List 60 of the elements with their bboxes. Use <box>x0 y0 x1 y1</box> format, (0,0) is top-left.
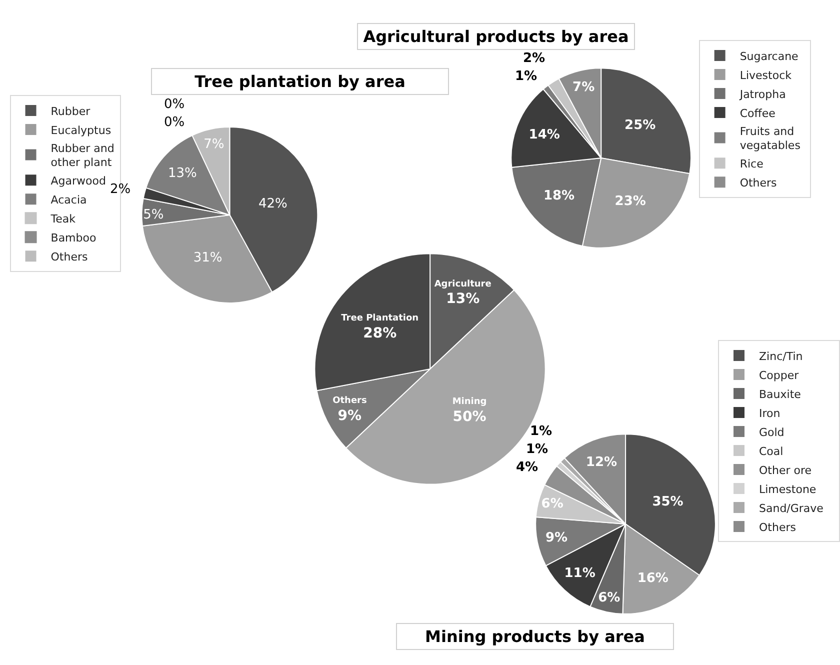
slice-label: Others <box>332 396 367 406</box>
legend-label: Jatropha <box>738 88 790 101</box>
legend-label: Rice <box>740 157 767 170</box>
data-label: 13% <box>168 166 197 181</box>
legend-label: Agarwood <box>50 174 106 188</box>
legend-label: Others <box>50 250 88 264</box>
legend-label: Bamboo <box>50 231 96 244</box>
legend-label: Sand/Grave <box>759 502 834 515</box>
data-label: 16% <box>637 570 668 586</box>
legend-label: Rubber and other plant <box>50 142 114 170</box>
data-label: 23% <box>614 194 646 209</box>
legend-label: Bauxite <box>759 388 812 401</box>
data-label: 6% <box>598 590 620 606</box>
data-label: 31% <box>193 250 222 266</box>
data-label: 35% <box>652 494 684 510</box>
legend-label: Fruits and vegatables <box>740 124 804 152</box>
data-label: 9% <box>545 530 568 546</box>
data-label: 2% <box>110 182 131 197</box>
chart-title: Agricultural products by area <box>363 27 629 46</box>
data-label: 18% <box>543 188 575 204</box>
slice-label: Tree Plantation <box>341 314 419 324</box>
slice-label: Mining <box>452 397 487 408</box>
data-label: 50% <box>452 408 486 425</box>
data-label: 28% <box>363 325 397 342</box>
data-label: 7% <box>204 137 224 152</box>
data-label: 9% <box>338 408 362 424</box>
data-label: 4% <box>516 460 538 475</box>
legend-label: Coffee <box>740 106 779 120</box>
legend-label: Others <box>759 520 806 534</box>
data-label: 13% <box>446 291 480 308</box>
legend-label: Zinc/Tin <box>759 350 814 363</box>
data-label: 14% <box>528 128 560 143</box>
legend-label: Teak <box>50 212 76 226</box>
data-label: 25% <box>624 118 656 133</box>
legend-label: Iron <box>759 406 791 420</box>
data-label: 1% <box>526 442 548 457</box>
data-label: 12% <box>586 455 618 470</box>
data-label: 7% <box>572 80 595 96</box>
slice-label: Agriculture <box>434 279 492 290</box>
chart-title: Tree plantation by area <box>194 72 406 91</box>
legend-label: Limestone <box>759 482 827 496</box>
legend-label: Sugarcane <box>740 50 802 63</box>
data-label: 42% <box>258 196 288 212</box>
legend-label: Coal <box>759 444 794 458</box>
legend-label: Others <box>740 176 780 190</box>
legend-label: Rubber <box>50 104 91 118</box>
legend-label: Livestock <box>740 68 795 82</box>
legend-label: Other ore <box>759 464 822 477</box>
text: Mining products by area <box>425 627 645 646</box>
legend-label: Acacia <box>50 193 87 206</box>
legend-label: Eucalyptus <box>50 124 112 137</box>
data-label: 11% <box>564 566 596 581</box>
legend-label: Copper <box>759 368 810 382</box>
data-label: 5% <box>143 208 164 222</box>
data-label: 2% <box>523 51 546 66</box>
data-label: 1% <box>515 69 538 84</box>
text: 0% <box>164 97 185 112</box>
text: 0% <box>164 115 185 130</box>
legend-label: Gold <box>759 426 795 439</box>
data-label: 1% <box>530 424 552 439</box>
